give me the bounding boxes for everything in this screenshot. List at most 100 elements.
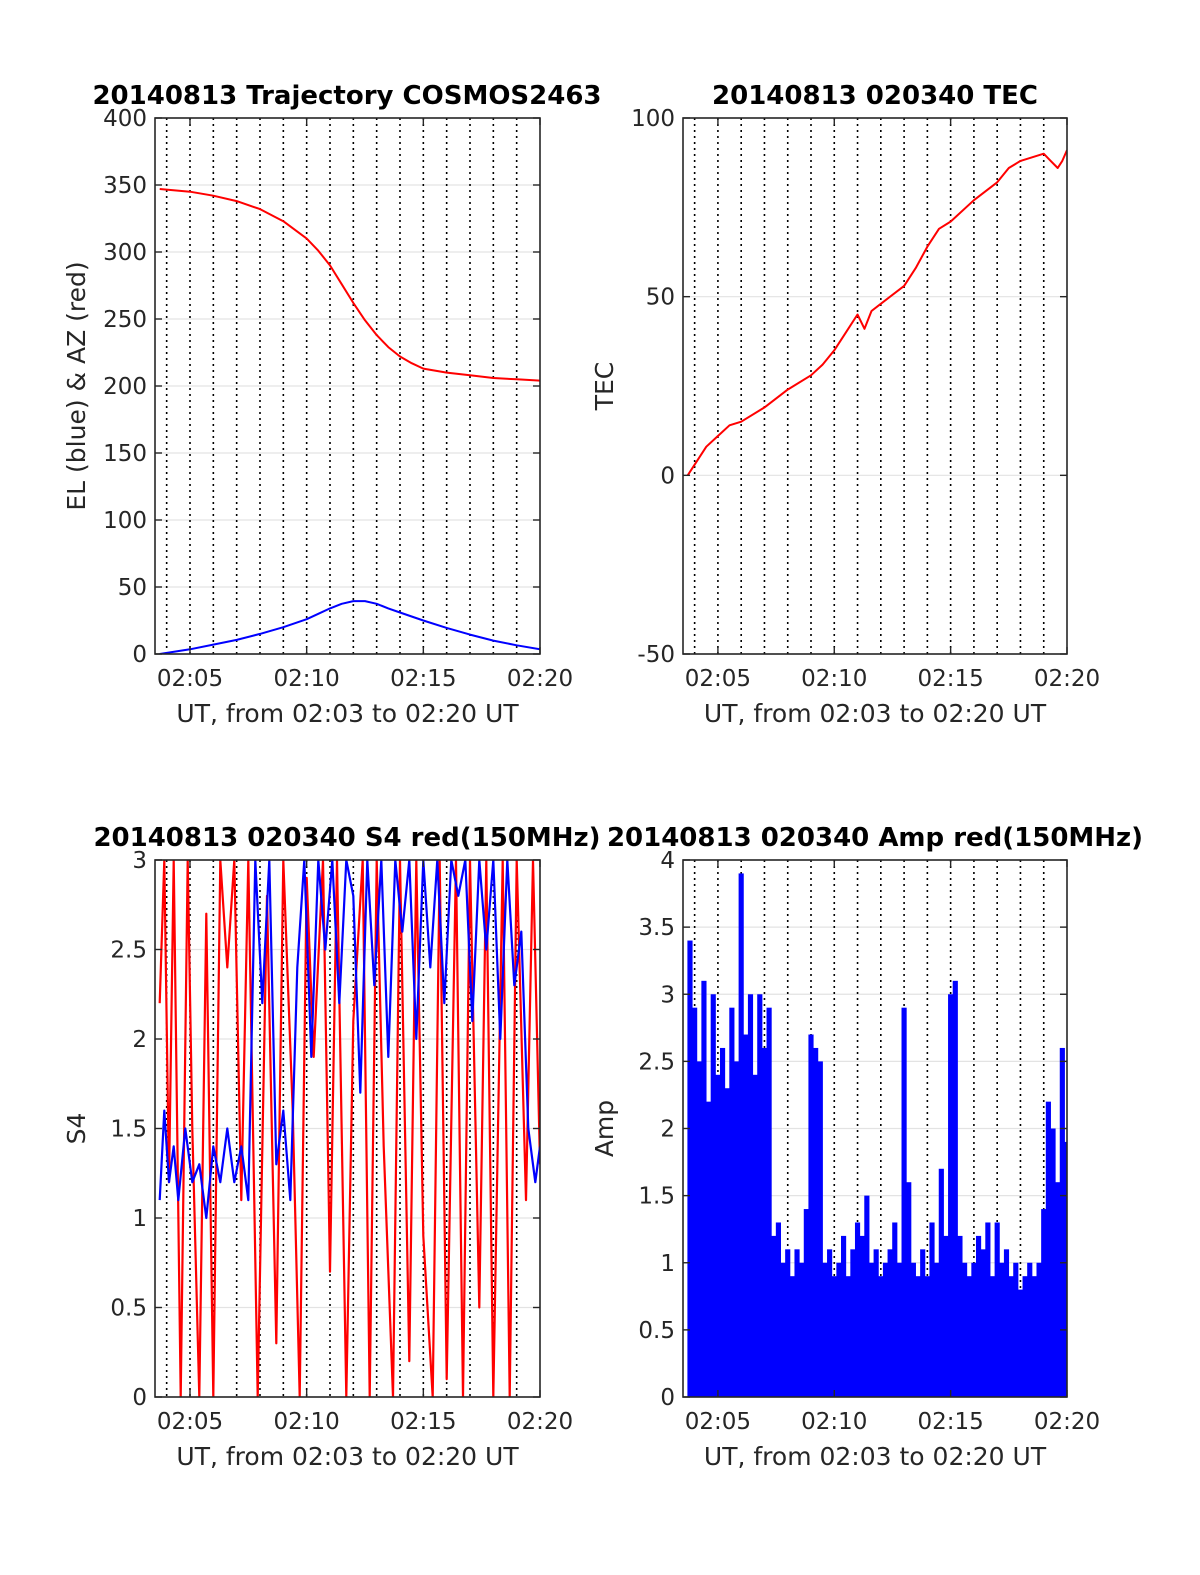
amp-bar [771,1235,777,1397]
y-tick-label: 2 [132,1027,147,1053]
amp-bar [780,1262,786,1397]
amp-bar [999,1262,1005,1397]
amp-bar [766,1007,772,1397]
series-line-2 [159,600,540,654]
chart-panel-3: 0 0.5 1 1.5 2 2.5 3 02:05 02:10 02:15 02:20 UT, fro… [62,823,601,1471]
y-tick-label: -50 [637,642,675,668]
chart-panel-2: -50 0 50 100 02:05 02:10 02:15 02:20 UT, from 02… [590,81,1100,728]
data-layer [158,860,540,1397]
y-tick-label: 1.5 [638,1184,675,1210]
y-tick-label: 0.5 [110,1296,147,1322]
x-tick-label: 02:20 [1034,1409,1100,1435]
y-tick-label: 200 [103,374,147,400]
series-line-2 [158,860,540,1220]
amp-bar [878,1276,884,1397]
amp-bar [845,1276,851,1397]
y-tick-label: 50 [646,285,675,311]
y-tick-label: 100 [103,508,147,534]
amp-bar [1022,1276,1028,1397]
x-tick-label: 02:05 [685,1409,751,1435]
amp-bar [892,1222,898,1397]
amp-bar [687,940,693,1397]
data-layer [159,188,540,654]
series-line-1 [158,860,540,1397]
amp-bar [827,1249,833,1397]
y-tick-label: 300 [103,240,147,266]
amp-bar [854,1222,861,1397]
x-tick-label: 02:05 [157,1409,223,1435]
x-tick-label: 02:20 [507,1409,573,1435]
amp-bar [1003,1249,1010,1397]
amp-bar [994,1222,1000,1397]
amp-bar [817,1061,823,1397]
x-tick-label: 02:10 [801,1409,867,1435]
y-tick-label: 0 [660,1385,675,1411]
amp-bar [864,1195,870,1397]
y-tick-label: 2 [660,1117,675,1143]
amp-bar [775,1222,781,1397]
y-tick-label: 2.5 [110,938,147,964]
chart-title: 20140813 020340 Amp red(150MHz) [607,823,1143,853]
data-layer [687,873,1067,1397]
x-tick-label: 02:10 [801,666,867,692]
y-tick-label: 0.5 [638,1318,675,1344]
y-tick-label: 4 [660,848,675,874]
amp-bar [747,994,754,1397]
y-axis-label: TEC [590,362,619,412]
amp-bar [975,1235,982,1397]
amp-bar [920,1249,926,1397]
amp-bar [692,1007,698,1397]
y-tick-label: 0 [660,463,675,489]
amp-bar [836,1262,842,1397]
amp-bar [724,1088,730,1397]
amp-bar [980,1249,986,1397]
y-tick-label: 350 [103,173,147,199]
amp-bar [822,1262,828,1397]
y-tick-label: 150 [103,441,147,467]
x-axis-label: UT, from 02:03 to 02:20 UT [704,1442,1047,1471]
chart-title: 20140813 020340 TEC [712,81,1038,111]
y-tick-label: 1 [132,1206,147,1232]
amp-bar [831,1276,837,1397]
amp-bar [729,1007,735,1397]
amp-bar [799,1262,805,1397]
amp-bar [1008,1276,1014,1397]
amp-bar [948,994,954,1397]
amp-bar [701,980,707,1397]
y-tick-label: 50 [118,575,147,601]
series-line-1 [159,188,540,382]
amp-bar [966,1276,972,1397]
amp-bar [938,1168,944,1397]
amp-bar [752,1074,758,1397]
amp-bar [957,1235,963,1397]
amp-bar [1027,1262,1033,1397]
chart-title: 20140813 Trajectory COSMOS2463 [92,81,601,111]
amp-bar [757,994,763,1397]
x-tick-label: 02:15 [917,666,983,692]
amp-bar [873,1249,879,1397]
amp-bar [901,1007,907,1397]
x-tick-label: 02:05 [685,666,751,692]
y-tick-label: 3.5 [638,915,675,941]
x-tick-label: 02:15 [917,1409,983,1435]
amp-bar [1013,1262,1019,1397]
amp-bar [962,1262,968,1397]
amp-bar [1017,1289,1024,1397]
y-tick-label: 0 [132,1385,147,1411]
amp-bar [1036,1262,1042,1397]
amp-bar [710,994,716,1397]
y-tick-label: 1.5 [110,1117,147,1143]
amp-bar [934,1262,940,1397]
y-tick-label: 100 [631,106,675,132]
x-tick-label: 02:15 [390,666,456,692]
x-tick-label: 02:20 [507,666,573,692]
amp-bar [906,1182,912,1397]
amp-bar [706,1101,712,1397]
y-axis-label: Amp [590,1100,619,1157]
series-line-1 [686,149,1067,476]
x-tick-label: 02:15 [390,1409,456,1435]
data-layer [686,149,1067,476]
amp-bar [1055,1182,1061,1397]
y-tick-label: 250 [103,307,147,333]
